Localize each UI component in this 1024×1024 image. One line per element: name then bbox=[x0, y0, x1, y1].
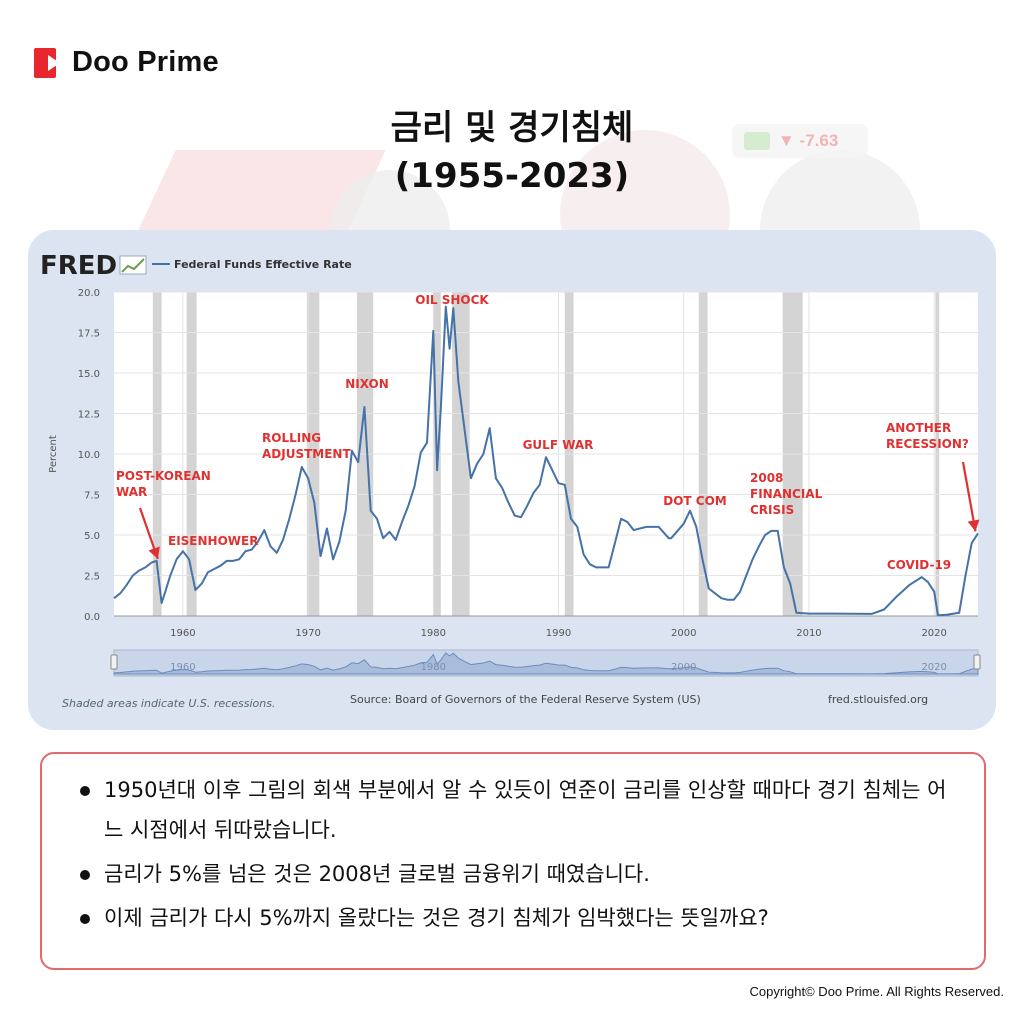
x-tick-label: 1970 bbox=[295, 628, 320, 639]
annotation-label: ADJUSTMENT bbox=[262, 447, 351, 461]
x-tick-label: 1960 bbox=[170, 628, 195, 639]
annotation-label: POST-KOREAN bbox=[116, 469, 211, 483]
navigator-tick-label: 2020 bbox=[921, 662, 946, 673]
navigator-tick-label: 2000 bbox=[671, 662, 696, 673]
doo-prime-logo-icon bbox=[34, 47, 64, 78]
source-site[interactable]: fred.stlouisfed.org bbox=[828, 693, 928, 706]
series-line bbox=[113, 305, 979, 617]
nvidia-logo-icon bbox=[744, 132, 770, 150]
annotation-arrowhead bbox=[967, 519, 980, 532]
annotation-label: COVID-19 bbox=[887, 558, 951, 572]
chart-card: FRED Federal Funds Effective Rate 0.0 2.5… bbox=[28, 230, 996, 730]
annotation-label: WAR bbox=[116, 485, 147, 499]
annotation-label: ANOTHER bbox=[886, 421, 951, 435]
navigator-series bbox=[113, 652, 979, 675]
note-item: 금리가 5%를 넘은 것은 2008년 글로벌 금융위기 때였습니다. bbox=[80, 854, 964, 894]
annotation-label: NIXON bbox=[345, 377, 389, 391]
copyright-text: Copyright© Doo Prime. All Rights Reserve… bbox=[749, 984, 1004, 999]
title-line-2: (1955-2023) bbox=[394, 156, 630, 196]
annotation-arrowhead bbox=[148, 546, 160, 559]
page-title: 금리 및 경기침체 (1955-2023) bbox=[0, 104, 1024, 200]
annotation-label: EISENHOWER bbox=[168, 534, 258, 548]
navigator-handle-left[interactable] bbox=[110, 654, 118, 670]
annotation-label: RECESSION? bbox=[886, 437, 969, 451]
fred-logo-icon bbox=[119, 255, 147, 275]
x-axis-ticks: 1960 1970 1980 1990 2000 2010 2020 bbox=[170, 628, 947, 639]
annotation-label: OIL SHOCK bbox=[415, 293, 489, 307]
source-text: Source: Board of Governors of the Federa… bbox=[350, 693, 701, 706]
note-item: 이제 금리가 다시 5%까지 올랐다는 것은 경기 침체가 임박했다는 뜻일까요… bbox=[80, 898, 964, 938]
notes-list: 1950년대 이후 그림의 회색 부분에서 알 수 있듯이 연준이 금리를 인상… bbox=[80, 770, 964, 938]
annotation-label: DOT COM bbox=[663, 494, 726, 508]
y-tick-label: 20.0 bbox=[78, 288, 100, 299]
grid-lines bbox=[114, 291, 978, 617]
navigator-tick-label: 1960 bbox=[170, 662, 195, 673]
navigator-ticks: 1960 1980 2000 2020 bbox=[170, 662, 947, 673]
brand-logo: Doo Prime bbox=[34, 46, 219, 79]
y-tick-label: 12.5 bbox=[78, 410, 100, 421]
x-tick-label: 1980 bbox=[421, 628, 446, 639]
annotation-arrow bbox=[961, 461, 977, 532]
ticker-value: ▼ -7.63 bbox=[778, 131, 839, 150]
fred-logo: FRED bbox=[40, 251, 117, 281]
annotation-label: CRISIS bbox=[750, 503, 794, 517]
annotation-label: FINANCIAL bbox=[750, 487, 823, 501]
brand-name: Doo Prime bbox=[72, 46, 219, 78]
notes-box: 1950년대 이후 그림의 회색 부분에서 알 수 있듯이 연준이 금리를 인상… bbox=[40, 752, 986, 970]
y-tick-label: 5.0 bbox=[84, 531, 100, 542]
note-item: 1950년대 이후 그림의 회색 부분에서 알 수 있듯이 연준이 금리를 인상… bbox=[80, 770, 964, 850]
annotation-label: GULF WAR bbox=[523, 438, 594, 452]
annotation-label: ROLLING bbox=[262, 431, 321, 445]
annotations: POST-KOREAN WAR EISENHOWER ROLLING ADJUSTMEN… bbox=[116, 293, 980, 572]
navigator-handle-right[interactable] bbox=[973, 654, 981, 670]
y-tick-label: 10.0 bbox=[78, 450, 100, 461]
legend-label: Federal Funds Effective Rate bbox=[174, 258, 352, 271]
annotation-label: 2008 bbox=[750, 471, 783, 485]
stock-ticker-badge: ▼ -7.63 bbox=[732, 124, 868, 158]
x-tick-label: 1990 bbox=[546, 628, 571, 639]
x-tick-label: 2020 bbox=[921, 628, 946, 639]
y-tick-label: 17.5 bbox=[78, 329, 100, 340]
y-tick-label: 0.0 bbox=[84, 612, 100, 623]
navigator-tick-label: 1980 bbox=[421, 662, 446, 673]
y-axis-label: Percent bbox=[48, 435, 59, 473]
shaded-note: Shaded areas indicate U.S. recessions. bbox=[62, 697, 275, 710]
y-axis-ticks: 0.0 2.5 5.0 7.5 10.0 12.5 15.0 17.5 20.0 bbox=[78, 288, 100, 623]
x-tick-label: 2000 bbox=[671, 628, 696, 639]
y-tick-label: 15.0 bbox=[78, 369, 100, 380]
y-tick-label: 7.5 bbox=[84, 491, 100, 502]
fred-chart: FRED Federal Funds Effective Rate 0.0 2.5… bbox=[40, 251, 981, 710]
x-tick-label: 2010 bbox=[796, 628, 821, 639]
y-tick-label: 2.5 bbox=[84, 572, 100, 583]
title-line-1: 금리 및 경기침체 bbox=[390, 108, 634, 148]
